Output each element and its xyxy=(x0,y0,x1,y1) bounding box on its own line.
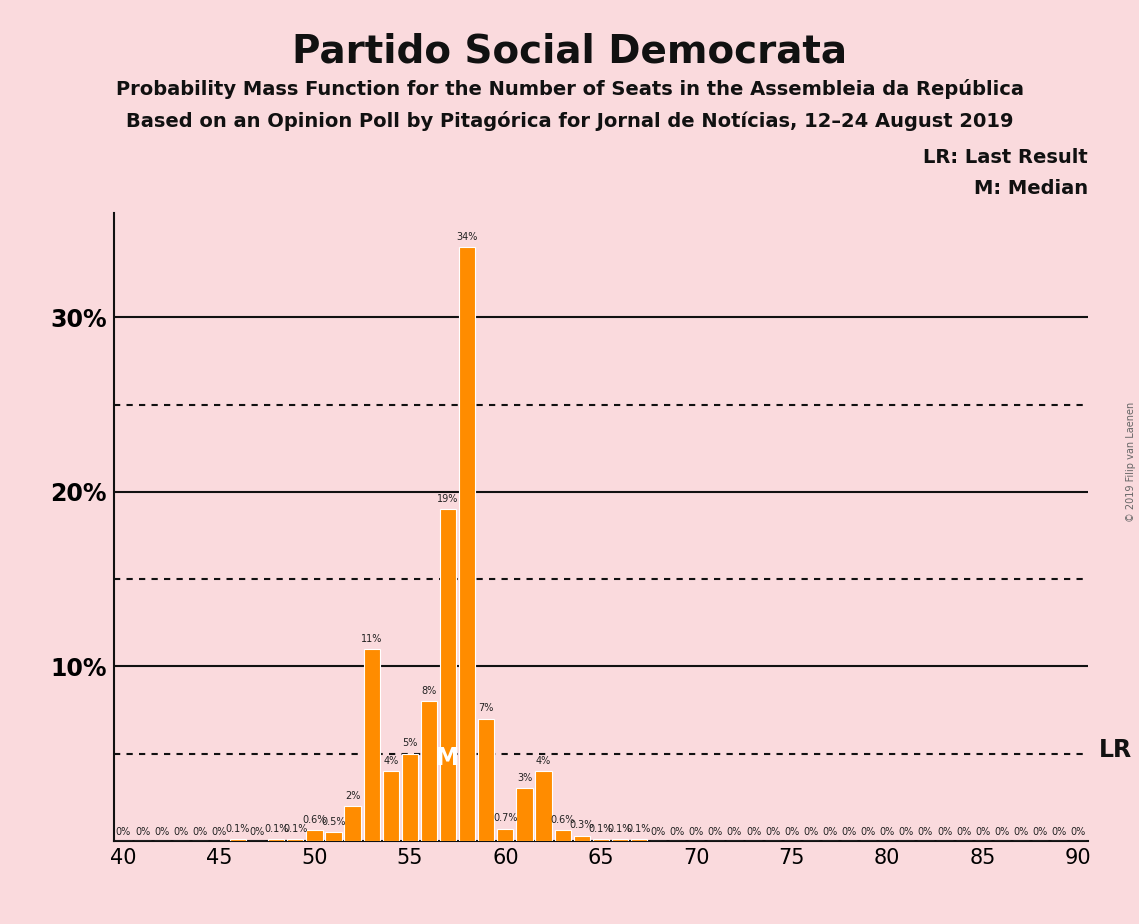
Text: 0%: 0% xyxy=(937,827,952,837)
Text: 0%: 0% xyxy=(746,827,761,837)
Text: 0%: 0% xyxy=(803,827,819,837)
Text: 0%: 0% xyxy=(1014,827,1029,837)
Bar xyxy=(306,831,322,841)
Bar xyxy=(383,771,399,841)
Text: 0.1%: 0.1% xyxy=(608,824,632,833)
Bar xyxy=(498,829,514,841)
Text: LR: Last Result: LR: Last Result xyxy=(923,148,1088,167)
Text: Partido Social Democrata: Partido Social Democrata xyxy=(292,32,847,70)
Text: 0%: 0% xyxy=(1032,827,1048,837)
Text: 0%: 0% xyxy=(784,827,800,837)
Text: 0%: 0% xyxy=(765,827,780,837)
Text: 0.3%: 0.3% xyxy=(570,821,593,831)
Text: 0%: 0% xyxy=(975,827,990,837)
Bar xyxy=(363,649,379,841)
Text: 0%: 0% xyxy=(1071,827,1085,837)
Text: 0.5%: 0.5% xyxy=(321,817,346,827)
Bar xyxy=(574,835,590,841)
Text: M: M xyxy=(436,746,460,770)
Text: 0%: 0% xyxy=(879,827,895,837)
Text: 3%: 3% xyxy=(517,773,532,784)
Text: 0%: 0% xyxy=(249,827,264,837)
Bar xyxy=(592,839,609,841)
Text: 0%: 0% xyxy=(670,827,685,837)
Text: 0.1%: 0.1% xyxy=(284,824,308,833)
Bar xyxy=(402,754,418,841)
Text: 0%: 0% xyxy=(842,827,857,837)
Text: LR: LR xyxy=(1099,738,1132,762)
Text: 8%: 8% xyxy=(421,686,436,696)
Text: 0%: 0% xyxy=(689,827,704,837)
Bar xyxy=(516,788,533,841)
Text: 0%: 0% xyxy=(861,827,876,837)
Text: M: Median: M: Median xyxy=(974,179,1088,199)
Bar xyxy=(555,831,571,841)
Text: 2%: 2% xyxy=(345,791,360,801)
Text: 0%: 0% xyxy=(650,827,665,837)
Text: 0.1%: 0.1% xyxy=(626,824,652,833)
Text: 4%: 4% xyxy=(383,756,399,766)
Bar xyxy=(344,806,361,841)
Text: 34%: 34% xyxy=(457,232,478,242)
Text: 0%: 0% xyxy=(154,827,170,837)
Bar xyxy=(535,771,551,841)
Bar xyxy=(631,839,647,841)
Text: 0%: 0% xyxy=(173,827,188,837)
Text: 0%: 0% xyxy=(822,827,837,837)
Text: 0%: 0% xyxy=(918,827,933,837)
Bar xyxy=(268,839,285,841)
Bar xyxy=(230,839,246,841)
Bar xyxy=(326,833,342,841)
Bar xyxy=(440,509,457,841)
Bar xyxy=(420,701,437,841)
Text: 0%: 0% xyxy=(192,827,207,837)
Text: 0%: 0% xyxy=(707,827,723,837)
Text: 0.7%: 0.7% xyxy=(493,813,517,823)
Text: 7%: 7% xyxy=(478,703,494,713)
Text: 4%: 4% xyxy=(536,756,551,766)
Text: 5%: 5% xyxy=(402,738,418,748)
Text: 0%: 0% xyxy=(956,827,972,837)
Text: 0.1%: 0.1% xyxy=(589,824,613,833)
Text: 0.6%: 0.6% xyxy=(302,815,327,825)
Text: 0%: 0% xyxy=(899,827,913,837)
Text: 0.1%: 0.1% xyxy=(264,824,288,833)
Text: 0%: 0% xyxy=(212,827,227,837)
Text: 0.1%: 0.1% xyxy=(226,824,251,833)
Text: Based on an Opinion Poll by Pitagórica for Jornal de Notícias, 12–24 August 2019: Based on an Opinion Poll by Pitagórica f… xyxy=(125,111,1014,131)
Text: 19%: 19% xyxy=(437,494,459,504)
Text: 0%: 0% xyxy=(727,827,743,837)
Text: 0%: 0% xyxy=(134,827,150,837)
Text: Probability Mass Function for the Number of Seats in the Assembleia da República: Probability Mass Function for the Number… xyxy=(115,79,1024,99)
Bar xyxy=(478,719,494,841)
Text: 0.6%: 0.6% xyxy=(550,815,575,825)
Text: 0%: 0% xyxy=(1051,827,1067,837)
Text: 0%: 0% xyxy=(994,827,1009,837)
Text: 11%: 11% xyxy=(361,634,383,644)
Bar xyxy=(612,839,628,841)
Text: 0%: 0% xyxy=(116,827,131,837)
Bar xyxy=(287,839,303,841)
Text: © 2019 Filip van Laenen: © 2019 Filip van Laenen xyxy=(1126,402,1136,522)
Bar xyxy=(459,248,475,841)
